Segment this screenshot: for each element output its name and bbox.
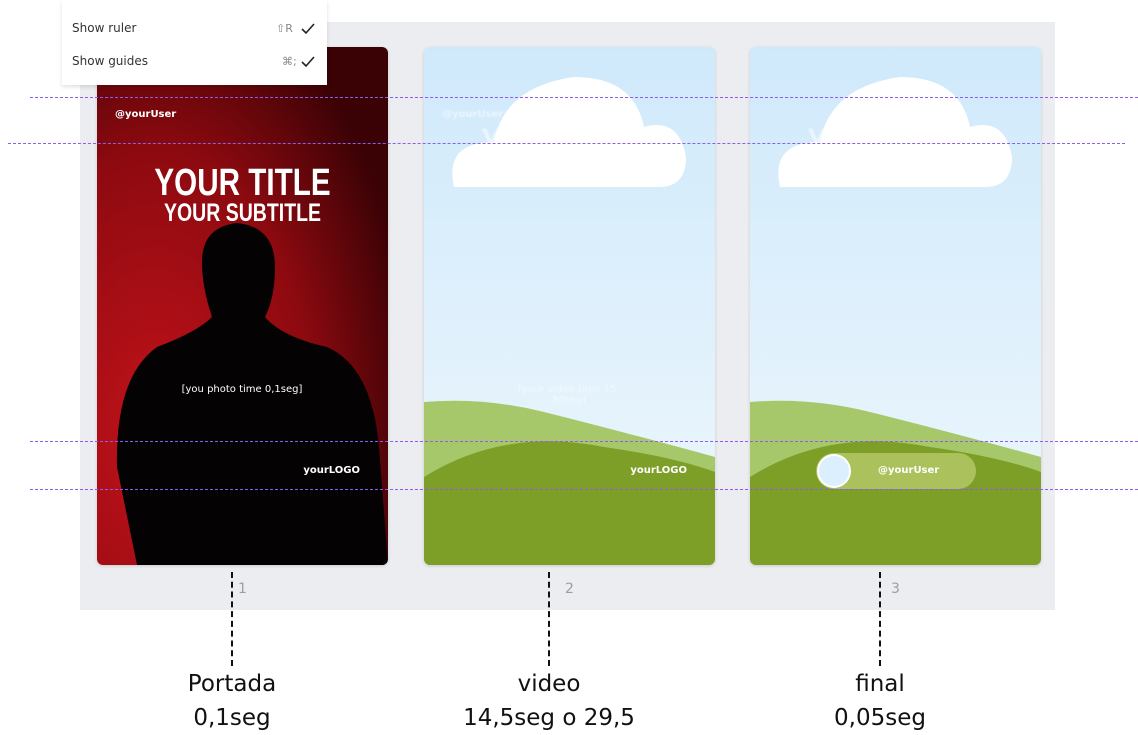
pointer-line [879,572,881,666]
annotation-name: Portada [187,671,277,697]
subtitle: YOUR SUBTITLE [503,157,636,180]
page-background [97,47,388,565]
note: [you photo time 0,1seg] [181,384,303,395]
username: @yourUser [115,109,177,120]
menu-item[interactable]: Show ruler [72,21,137,35]
annotation-time: 0,1seg [193,705,271,731]
pointer-line [231,572,233,666]
annotation: final 0,05seg [750,667,1010,735]
pointer-line [548,572,550,666]
annotation-name: final [855,671,905,697]
annotation: video 14,5seg o 29,5 [419,667,679,735]
menu-item[interactable]: Show guides [72,54,149,68]
subtitle: YOUR SUBTITLE [829,157,962,180]
annotation-time: 14,5seg o 29,5 [463,705,635,731]
logo: yourLOGO [630,465,687,476]
guide-line[interactable] [8,143,1125,144]
annotation-name: video [517,671,581,697]
shortcut: ⌘; [282,55,297,68]
logo: yourLOGO [303,465,360,476]
page-number: 2 [565,581,574,597]
page-2[interactable]: @yourUser YOUR TITLE YOUR SUBTITLE [your… [424,47,715,565]
guide-line[interactable] [30,489,1138,490]
page-number: 3 [891,581,900,597]
title: YOUR TITLE [154,162,331,204]
guide-line[interactable] [30,441,1138,442]
page-1[interactable]: @yourUser YOUR TITLE YOUR SUBTITLE [you … [97,47,388,565]
username: @yourUser [878,465,940,476]
annotation: Portada 0,1seg [102,667,362,735]
checkmark [301,56,315,68]
page-3[interactable]: YOUR TITLE YOUR SUBTITLE @yourUser [750,47,1041,565]
username: @yourUser [442,109,504,120]
subtitle: YOUR SUBTITLE [163,199,322,227]
checkmark [301,23,315,35]
page-number: 1 [238,581,247,597]
annotation-time: 0,05seg [834,705,926,731]
guide-line[interactable] [30,97,1138,98]
shortcut: ⇧R [276,22,293,35]
view-menu: Show ruler ⇧R Show guides ⌘; [62,0,327,85]
note: [your video time 15-30seg] [517,384,621,406]
